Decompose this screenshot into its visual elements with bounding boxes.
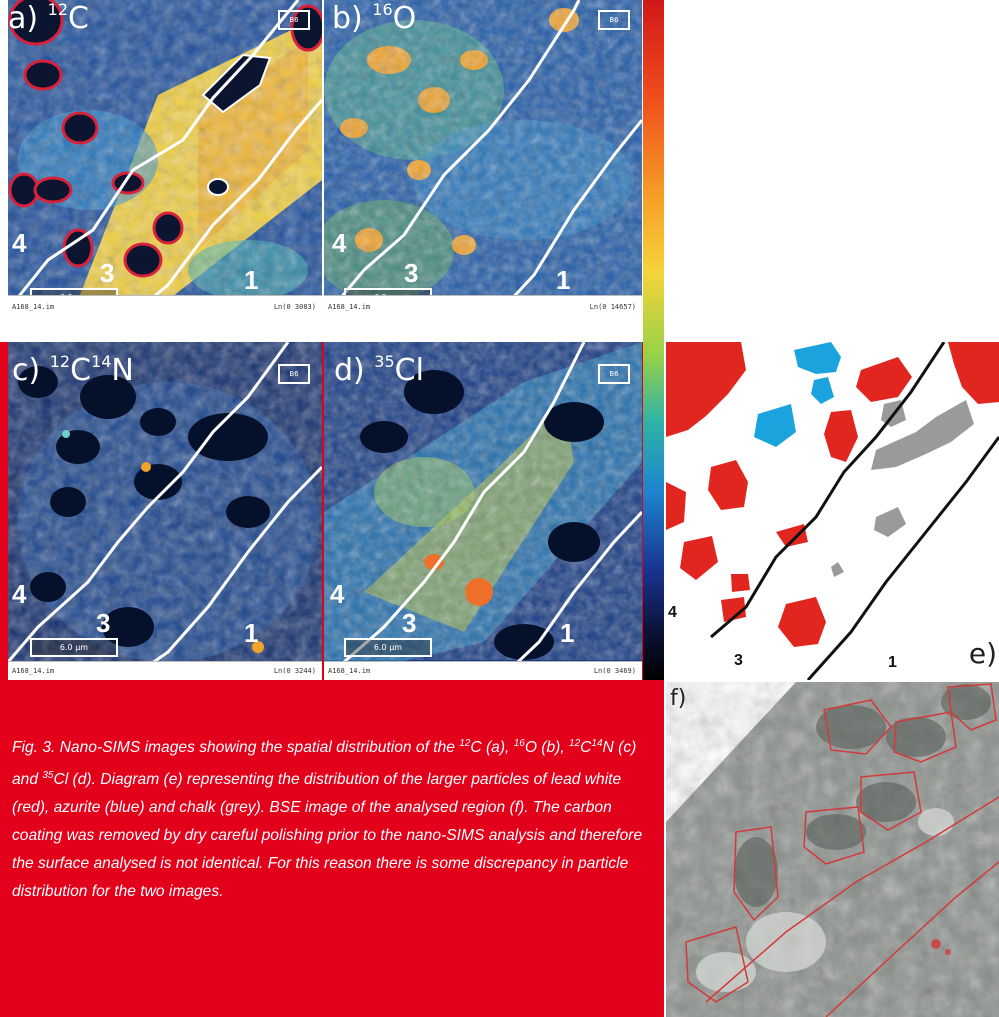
region-label-1: 1 xyxy=(244,618,259,648)
panel-c-12c14n-map: c) 12C14N B6 4 3 1 6.0 µm A168_14.im Ln(0… xyxy=(8,342,322,680)
panel-d-badge: B6 xyxy=(598,364,630,384)
panel-d-footer: A168_14.im Ln(0 3469) xyxy=(324,661,642,680)
panel-a-footer: A168_14.im Ln(0 3083) xyxy=(8,295,322,318)
region-label-1: 1 xyxy=(888,654,897,671)
region-label-3: 3 xyxy=(96,608,111,638)
color-scale-bar xyxy=(643,0,664,680)
panel-f-bse-image: f) xyxy=(666,682,999,1017)
panel-f-label: f) xyxy=(670,686,687,711)
panel-d-image xyxy=(324,342,642,680)
region-label-3: 3 xyxy=(100,258,115,288)
lead-white-particles xyxy=(666,342,999,647)
region-label-4: 4 xyxy=(12,579,27,609)
panel-e-image xyxy=(666,342,999,680)
figure-caption: Fig. 3. Nano-SIMS images showing the spa… xyxy=(12,738,643,901)
region-label-3: 3 xyxy=(734,652,743,669)
panel-a-label: a) 12C xyxy=(8,0,89,36)
panel-d-scale-bar: 6.0 µm xyxy=(344,638,432,657)
panel-c-badge: B6 xyxy=(278,364,310,384)
region-label-4: 4 xyxy=(332,228,347,258)
panel-f-image xyxy=(666,682,999,1017)
panel-d-35cl-map: d) 35Cl B6 4 3 1 6.0 µm A168_14.im Ln(0 3… xyxy=(324,342,642,680)
panel-d-label: d) 35Cl xyxy=(334,352,424,388)
panel-b-label: b) 16O xyxy=(332,0,417,36)
panel-b-badge: B6 xyxy=(598,10,630,30)
panel-c-scale-bar: 6.0 µm xyxy=(30,638,118,657)
panel-c-footer: A168_14.im Ln(0 3244) xyxy=(8,661,322,680)
panel-e-particle-diagram: e) 4 3 1 xyxy=(666,342,999,680)
region-label-4: 4 xyxy=(12,228,27,258)
panel-c-label: c) 12C14N xyxy=(12,352,134,388)
panel-e-label: e) xyxy=(968,637,997,670)
region-label-3: 3 xyxy=(404,258,419,288)
region-label-3: 3 xyxy=(402,608,417,638)
panel-b-footer: A168_14.im Ln(0 14657) xyxy=(324,295,642,318)
azurite-particles xyxy=(754,342,841,447)
region-label-4: 4 xyxy=(330,579,345,609)
panel-a-badge: B6 xyxy=(278,10,310,30)
panel-a-image xyxy=(8,0,322,318)
region-label-1: 1 xyxy=(560,618,575,648)
region-label-4: 4 xyxy=(668,604,677,621)
region-label-1: 1 xyxy=(244,265,259,295)
region-label-1: 1 xyxy=(556,265,571,295)
panel-c-image xyxy=(8,342,322,680)
panel-b-image xyxy=(324,0,642,318)
